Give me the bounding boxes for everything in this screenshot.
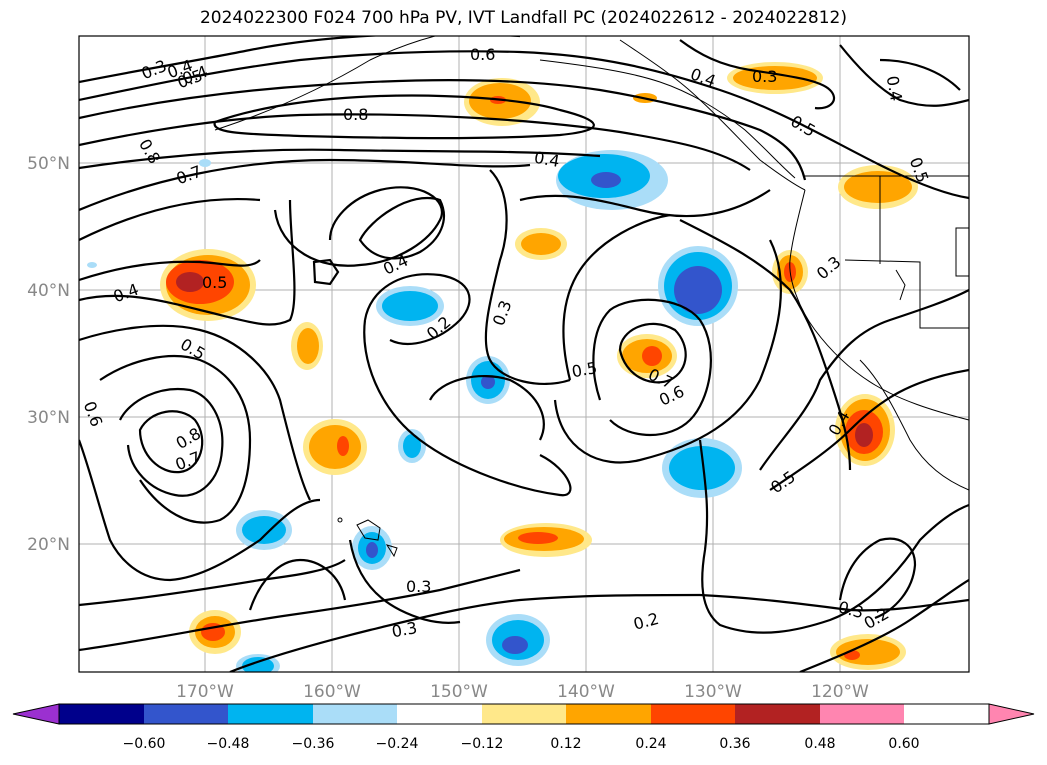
colorbar-segment bbox=[566, 704, 651, 724]
lon-label-150w: 150°W bbox=[430, 682, 488, 702]
positive-anomaly-blob bbox=[160, 249, 256, 321]
colorbar-segment bbox=[482, 704, 566, 724]
colorbar-tick-label: −0.24 bbox=[376, 736, 419, 752]
colorbar-extend-left bbox=[12, 703, 60, 725]
pv-contours bbox=[79, 36, 969, 672]
colorbar-outline bbox=[58, 703, 990, 725]
colorbar-tick-label: −0.12 bbox=[461, 736, 504, 752]
lat-label-50n: 50°N bbox=[27, 154, 70, 174]
colorbar-tick-label: 0.12 bbox=[550, 736, 581, 752]
negative-anomaly-blob bbox=[199, 159, 211, 167]
contour-label: 0.3 bbox=[752, 67, 777, 86]
contour-label: 0.4 bbox=[533, 148, 561, 171]
gridlines bbox=[79, 36, 969, 672]
lon-label-170w: 170°W bbox=[176, 682, 234, 702]
lon-label-140w: 140°W bbox=[557, 682, 615, 702]
colorbar-tick-label: 0.36 bbox=[719, 736, 750, 752]
coastlines bbox=[214, 36, 969, 558]
contour-label: 0.3 bbox=[406, 577, 431, 596]
negative-anomaly-blob bbox=[352, 526, 392, 570]
colorbar-segment bbox=[144, 704, 228, 724]
negative-anomaly-blob bbox=[662, 438, 742, 498]
colorbar-segment bbox=[59, 704, 144, 724]
lon-label-120w: 120°W bbox=[811, 682, 869, 702]
lon-label-130w: 130°W bbox=[684, 682, 742, 702]
positive-anomaly-blob bbox=[464, 78, 540, 126]
contour-label: 0.3 bbox=[390, 618, 418, 641]
negative-anomaly-blob bbox=[466, 356, 510, 404]
colorbar-segment bbox=[228, 704, 313, 724]
colorbar-segment bbox=[313, 704, 397, 724]
negative-anomaly-blob bbox=[87, 262, 97, 268]
positive-anomaly-blob bbox=[515, 228, 567, 260]
lat-label-20n: 20°N bbox=[27, 535, 70, 555]
positive-anomaly-blob bbox=[838, 165, 918, 209]
negative-anomaly-blob bbox=[398, 429, 426, 463]
positive-anomaly-blob bbox=[303, 419, 367, 475]
contour-label: 0.6 bbox=[470, 45, 495, 64]
contour-label: 0.5 bbox=[202, 273, 227, 292]
colorbar-tick-label: −0.60 bbox=[123, 736, 166, 752]
colorbar-segment bbox=[904, 704, 989, 724]
latitude-labels: 50°N 40°N 30°N 20°N bbox=[27, 154, 70, 555]
colorbar-tick-label: 0.24 bbox=[635, 736, 666, 752]
lat-label-30n: 30°N bbox=[27, 408, 70, 428]
negative-anomaly-blob bbox=[236, 510, 292, 550]
colorbar-segment bbox=[820, 704, 904, 724]
colorbar-tick-label: −0.36 bbox=[292, 736, 335, 752]
lon-label-160w: 160°W bbox=[303, 682, 361, 702]
positive-anomaly-blob bbox=[835, 394, 895, 466]
contour-label: 0.4 bbox=[883, 74, 906, 102]
positive-anomaly-blob bbox=[500, 523, 592, 557]
positive-anomaly-blob bbox=[189, 610, 241, 654]
map-frame bbox=[78, 35, 970, 673]
colorbar-extend-right bbox=[988, 703, 1035, 725]
positive-anomaly-blob bbox=[617, 334, 677, 378]
map-title: 2024022300 F024 700 hPa PV, IVT Landfall… bbox=[199, 8, 847, 28]
colorbar: −0.60 −0.48 −0.36 −0.24 −0.12 0.12 0.24 … bbox=[12, 703, 1035, 752]
contour-label: 0.8 bbox=[343, 105, 368, 124]
negative-anomaly-blob bbox=[376, 286, 444, 326]
lat-label-40n: 40°N bbox=[27, 281, 70, 301]
negative-anomaly-blob bbox=[658, 246, 738, 326]
colorbar-segment bbox=[651, 704, 735, 724]
positive-anomaly-blob bbox=[291, 322, 323, 370]
contour-label: 0.5 bbox=[570, 358, 598, 381]
positive-anomaly-blob bbox=[830, 634, 906, 670]
longitude-labels: 170°W 160°W 150°W 140°W 130°W 120°W bbox=[176, 682, 869, 702]
colorbar-tick-label: 0.60 bbox=[888, 736, 919, 752]
negative-anomaly-blob bbox=[556, 150, 668, 210]
colorbar-tick-label: 0.48 bbox=[804, 736, 835, 752]
colorbar-tick-label: −0.48 bbox=[207, 736, 250, 752]
pv-shading bbox=[87, 62, 918, 672]
colorbar-segment bbox=[397, 704, 482, 724]
colorbar-segment bbox=[735, 704, 820, 724]
negative-anomaly-blob bbox=[486, 614, 550, 666]
